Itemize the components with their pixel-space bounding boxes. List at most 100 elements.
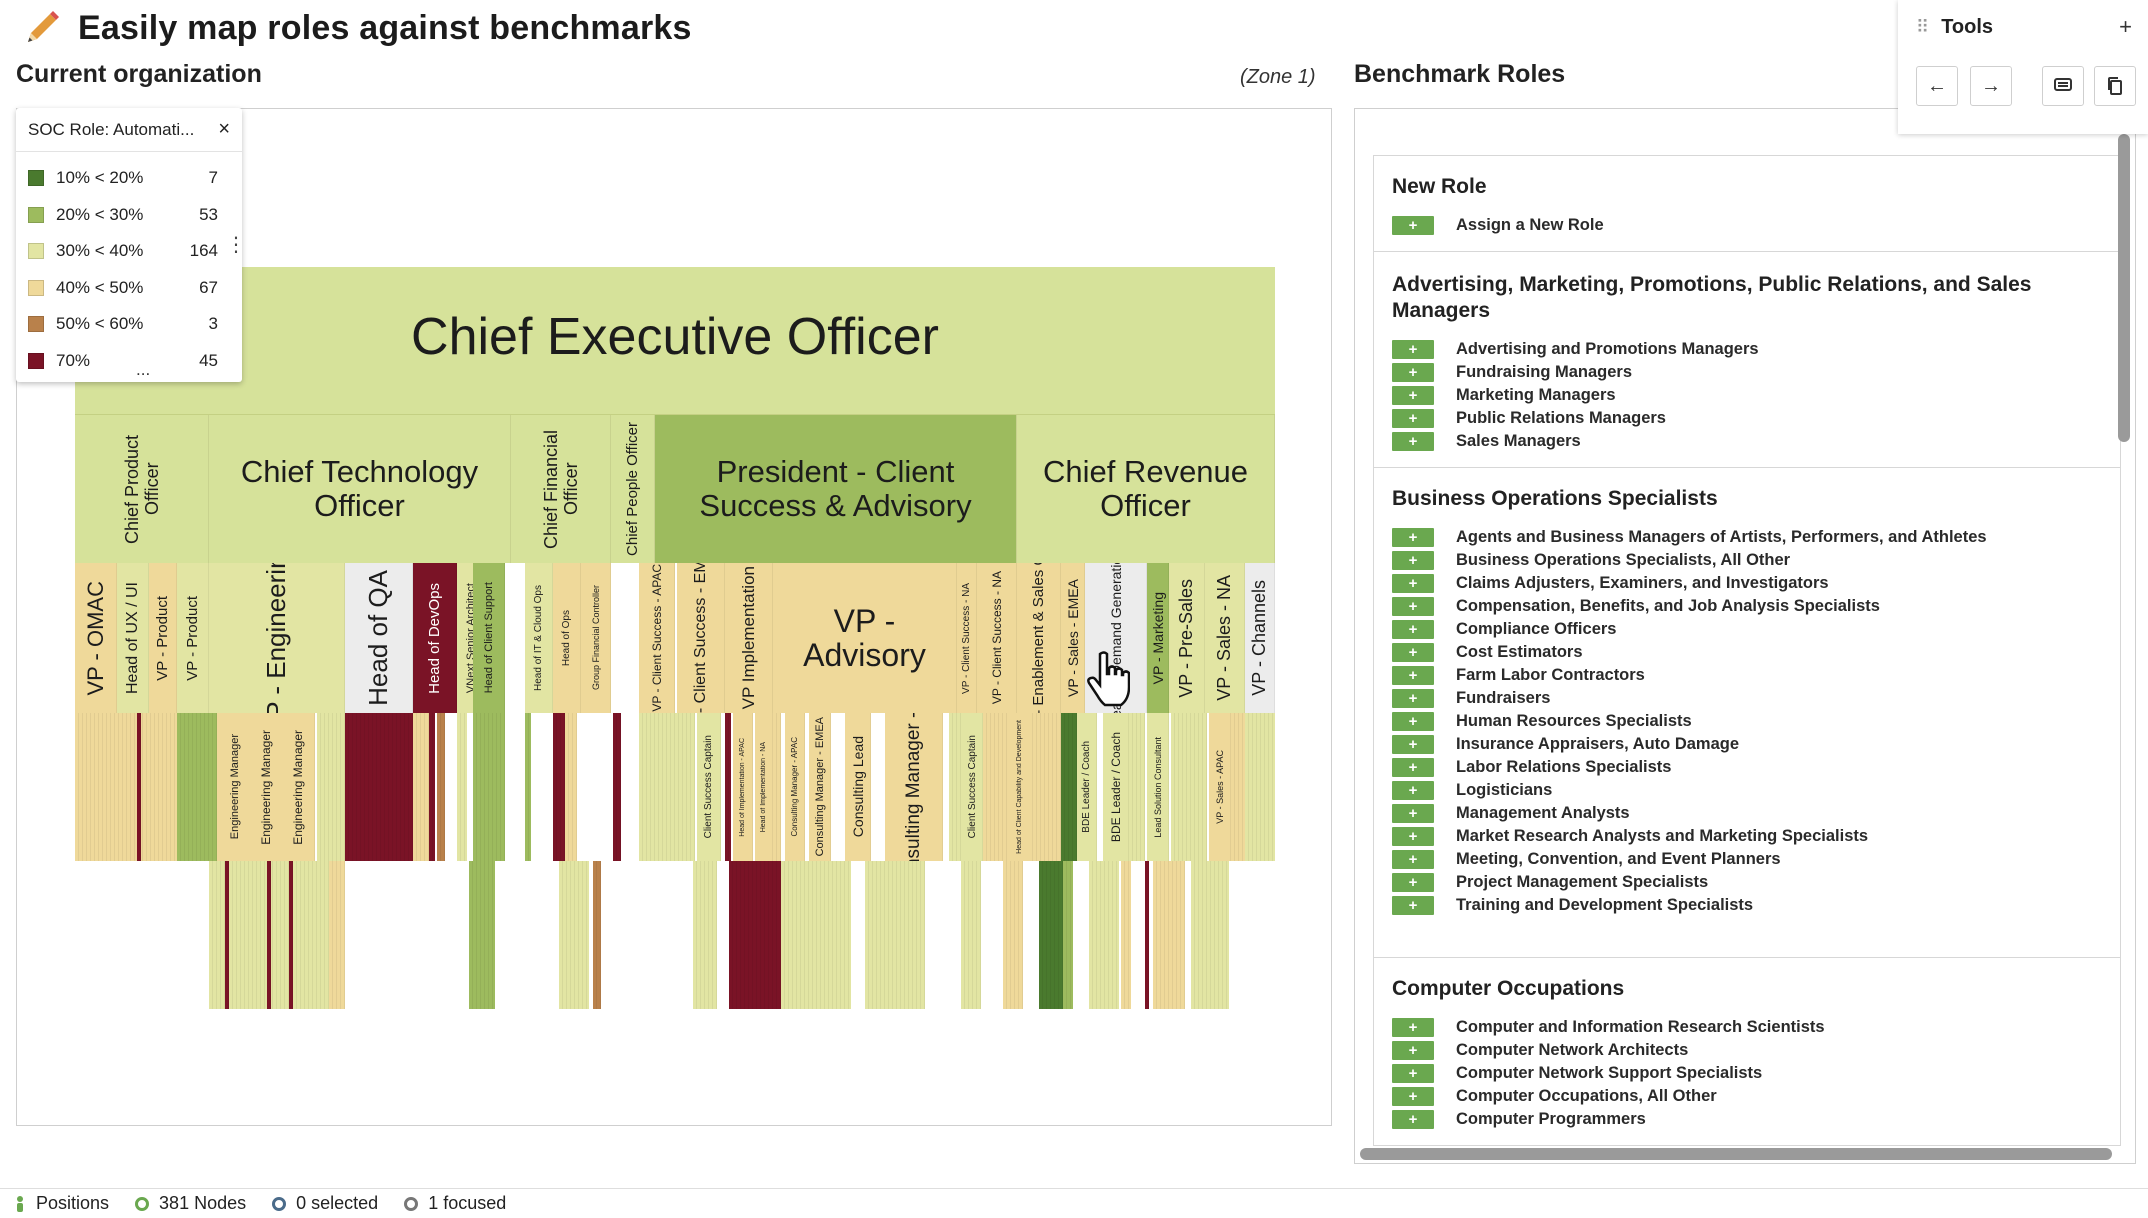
org-node-level3[interactable]: VP - Channels — [1245, 563, 1275, 713]
benchmark-role-item[interactable]: + Public Relations Managers — [1392, 407, 2102, 430]
org-node-level3[interactable]: VP Implementation — [725, 563, 773, 713]
add-role-button[interactable]: + — [1392, 827, 1434, 846]
org-node-column[interactable] — [289, 861, 293, 1009]
legend-row[interactable]: 50% < 60% 3 — [28, 309, 218, 339]
org-node-level4[interactable]: BDE Leader / Coach — [1103, 713, 1129, 861]
benchmark-role-item[interactable]: + Assign a New Role — [1392, 214, 2102, 237]
add-role-button[interactable]: + — [1392, 620, 1434, 639]
org-node-column[interactable] — [1089, 861, 1119, 1009]
add-role-button[interactable]: + — [1392, 1018, 1434, 1037]
close-icon[interactable]: × — [218, 118, 230, 140]
legend-menu-icon[interactable]: ⋮ — [226, 234, 246, 256]
benchmark-role-item[interactable]: + Insurance Appraisers, Auto Damage — [1392, 733, 2102, 756]
benchmark-roles-panel[interactable]: New Role + Assign a New Role Advertising, M… — [1354, 108, 2136, 1164]
org-node-level3[interactable]: Head of Ops — [553, 563, 581, 713]
org-node-column[interactable] — [1039, 861, 1063, 1009]
add-role-button[interactable]: + — [1392, 896, 1434, 915]
org-node-level4[interactable]: Consulting Manager - APAC — [785, 713, 805, 861]
org-node-cto[interactable]: Chief Technology Officer — [209, 415, 511, 563]
add-role-button[interactable]: + — [1392, 758, 1434, 777]
add-role-button[interactable]: + — [1392, 712, 1434, 731]
org-node-level4[interactable]: Consulting Manager - NA — [885, 713, 943, 861]
org-node-column[interactable] — [553, 713, 565, 861]
org-node-column[interactable] — [345, 713, 413, 861]
org-node-cfo[interactable]: Chief Financial Officer — [511, 415, 611, 563]
vertical-scrollbar[interactable] — [2118, 134, 2130, 442]
add-role-button[interactable]: + — [1392, 528, 1434, 547]
add-role-button[interactable]: + — [1392, 873, 1434, 892]
org-node-level3[interactable]: Head of DevOps — [413, 563, 457, 713]
benchmark-role-item[interactable]: + Logisticians — [1392, 779, 2102, 802]
benchmark-role-item[interactable]: + Labor Relations Specialists — [1392, 756, 2102, 779]
org-node-column[interactable] — [729, 861, 781, 1009]
add-role-button[interactable]: + — [1392, 689, 1434, 708]
org-node-cro[interactable]: Chief Revenue Officer — [1017, 415, 1275, 563]
org-node-column[interactable] — [1003, 861, 1023, 1009]
org-node-level4[interactable]: Head of Client Capability and Developmen… — [1007, 713, 1033, 861]
org-node-column[interactable] — [1033, 713, 1061, 861]
org-node-column[interactable] — [469, 861, 495, 1009]
org-node-column[interactable] — [429, 713, 435, 861]
org-node-level4[interactable]: Head of Implementation - APAC — [733, 713, 753, 861]
legend-row[interactable]: 10% < 20% 7 — [28, 163, 218, 193]
org-node-level3[interactable]: Head of UX / UI — [117, 563, 149, 713]
org-node-column[interactable] — [329, 861, 345, 1009]
org-node-level4[interactable]: Consulting Lead — [845, 713, 871, 861]
legend-row[interactable]: 20% < 30% 53 — [28, 200, 218, 230]
benchmark-role-item[interactable]: + Compensation, Benefits, and Job Analysi… — [1392, 595, 2102, 618]
benchmark-role-item[interactable]: + Computer Network Architects — [1392, 1039, 2102, 1062]
add-role-button[interactable]: + — [1392, 597, 1434, 616]
org-node-level3[interactable]: VP - Product — [177, 563, 209, 713]
org-node-level4[interactable]: Client Success Captain — [697, 713, 721, 861]
benchmark-role-item[interactable]: + Meeting, Convention, and Event Planners — [1392, 848, 2102, 871]
org-node-column[interactable] — [949, 713, 963, 861]
org-node-level3[interactable]: Head of QA — [345, 563, 413, 713]
org-node-column[interactable] — [1145, 861, 1149, 1009]
add-role-button[interactable]: + — [1392, 1064, 1434, 1083]
org-node-level3[interactable]: VP - Advisory — [773, 563, 957, 713]
drag-handle-icon[interactable]: ⠿ — [1916, 16, 1929, 37]
benchmark-roles-list[interactable]: New Role + Assign a New Role Advertising, M… — [1373, 155, 2121, 1146]
org-node-column[interactable] — [437, 713, 445, 861]
benchmark-role-item[interactable]: + Computer Network Support Specialists — [1392, 1062, 2102, 1085]
org-node-column[interactable] — [317, 713, 345, 861]
org-node-column[interactable] — [137, 713, 141, 861]
org-node-president[interactable]: President - Client Success & Advisory — [655, 415, 1017, 563]
add-role-button[interactable]: + — [1392, 1087, 1434, 1106]
forward-button[interactable]: → — [1970, 66, 2012, 106]
org-node-column[interactable] — [267, 861, 271, 1009]
org-node-column[interactable] — [961, 861, 981, 1009]
org-node-level3[interactable]: Head of IT & Cloud Ops — [525, 563, 553, 713]
org-node-column[interactable] — [1153, 861, 1185, 1009]
org-node-level4[interactable]: Head of Implementation - NA — [755, 713, 773, 861]
benchmark-role-item[interactable]: + Management Analysts — [1392, 802, 2102, 825]
comment-button[interactable] — [2042, 66, 2084, 106]
legend-row[interactable]: 30% < 40% 164 — [28, 236, 218, 266]
org-node-column[interactable] — [413, 713, 429, 861]
benchmark-role-item[interactable]: + Market Research Analysts and Marketing … — [1392, 825, 2102, 848]
org-node-column[interactable] — [1245, 713, 1275, 861]
benchmark-role-item[interactable]: + Marketing Managers — [1392, 384, 2102, 407]
benchmark-role-item[interactable]: + Fundraisers — [1392, 687, 2102, 710]
benchmark-role-item[interactable]: + Training and Development Specialists — [1392, 894, 2102, 917]
org-node-level3[interactable]: VP - Marketing — [1147, 563, 1169, 713]
org-node-level4[interactable]: Lead Solution Consultant — [1147, 713, 1169, 861]
benchmark-role-item[interactable]: + Sales Managers — [1392, 430, 2102, 453]
benchmark-role-item[interactable]: + Compliance Officers — [1392, 618, 2102, 641]
org-node-column[interactable] — [725, 713, 731, 861]
org-node-level3[interactable]: VP - Client Success - NA — [977, 563, 1017, 713]
org-node-level3[interactable]: VP - Sales - EMEA — [1061, 563, 1085, 713]
org-node-column[interactable] — [1121, 861, 1131, 1009]
org-node-column[interactable] — [457, 713, 467, 861]
legend-row[interactable]: 40% < 50% 67 — [28, 273, 218, 303]
add-role-button[interactable]: + — [1392, 551, 1434, 570]
add-role-button[interactable]: + — [1392, 340, 1434, 359]
org-node-level4[interactable]: Consulting Manager - EMEA — [809, 713, 831, 861]
add-role-button[interactable]: + — [1392, 574, 1434, 593]
org-node-column[interactable] — [525, 713, 531, 861]
org-node-level4[interactable]: BDE Leader / Coach — [1077, 713, 1097, 861]
add-role-button[interactable]: + — [1392, 363, 1434, 382]
org-node-level3[interactable]: VP - Enablement & Sales Ops — [1017, 563, 1061, 713]
org-node-level3[interactable]: Group Financial Controller — [581, 563, 611, 713]
org-node-column[interactable] — [613, 713, 621, 861]
